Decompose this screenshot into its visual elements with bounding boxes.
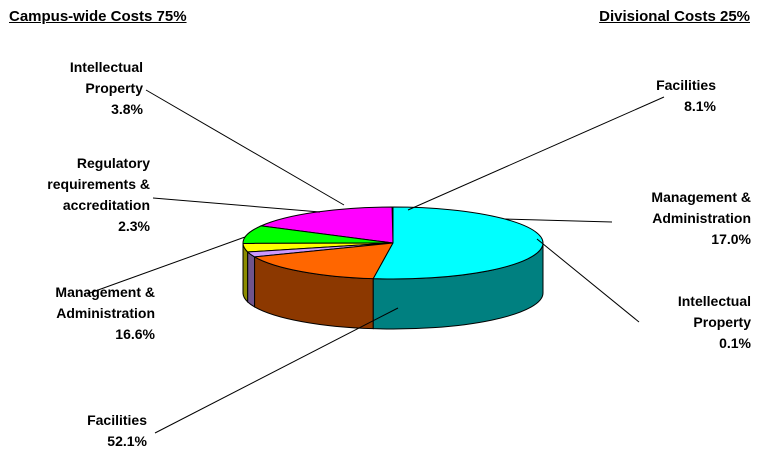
pie-slices bbox=[242, 206, 544, 280]
leader-line-0 bbox=[536, 238, 640, 323]
divisional-heading: Divisional Costs 25% bbox=[599, 8, 750, 25]
leader-line-2 bbox=[407, 96, 665, 211]
slice-label-1: Administration bbox=[652, 210, 751, 226]
slice-label-1: Management & bbox=[651, 189, 751, 205]
slice-label-3: Intellectual bbox=[70, 59, 143, 75]
slice-label-4: requirements & bbox=[47, 176, 150, 192]
pie-slice-5 bbox=[252, 242, 394, 280]
slice-label-5: Management & bbox=[55, 284, 155, 300]
leader-line-4 bbox=[152, 197, 321, 213]
slice-label-6: Facilities bbox=[87, 412, 147, 428]
slice-value-4: 2.3% bbox=[118, 218, 150, 234]
leader-line-3 bbox=[145, 89, 345, 206]
slice-value-2: 8.1% bbox=[684, 98, 716, 114]
slice-label-0: Intellectual bbox=[678, 293, 751, 309]
leader-line-6 bbox=[154, 307, 399, 434]
slice-value-1: 17.0% bbox=[711, 231, 751, 247]
leader-line-5 bbox=[86, 236, 246, 295]
slice-value-3: 3.8% bbox=[111, 101, 143, 117]
slice-value-5: 16.6% bbox=[115, 326, 155, 342]
slice-label-4: Regulatory bbox=[77, 155, 150, 171]
slice-label-4: accreditation bbox=[63, 197, 150, 213]
slice-label-2: Facilities bbox=[656, 77, 716, 93]
leader-line-1 bbox=[504, 218, 613, 223]
pie-side-4 bbox=[247, 250, 256, 308]
campus-wide-heading: Campus-wide Costs 75% bbox=[9, 8, 187, 25]
slice-label-0: Property bbox=[693, 314, 751, 330]
pie-sides bbox=[242, 242, 544, 330]
pie-slice-6 bbox=[372, 206, 544, 280]
slice-label-5: Administration bbox=[56, 305, 155, 321]
slice-value-0: 0.1% bbox=[719, 335, 751, 351]
pie-side-3 bbox=[242, 243, 249, 304]
slice-label-3: Property bbox=[85, 80, 143, 96]
leader-lines bbox=[86, 89, 665, 434]
slice-value-6: 52.1% bbox=[107, 433, 147, 449]
slice-labels: Intellectual Property 0.1% Management & Admi… bbox=[47, 59, 751, 449]
